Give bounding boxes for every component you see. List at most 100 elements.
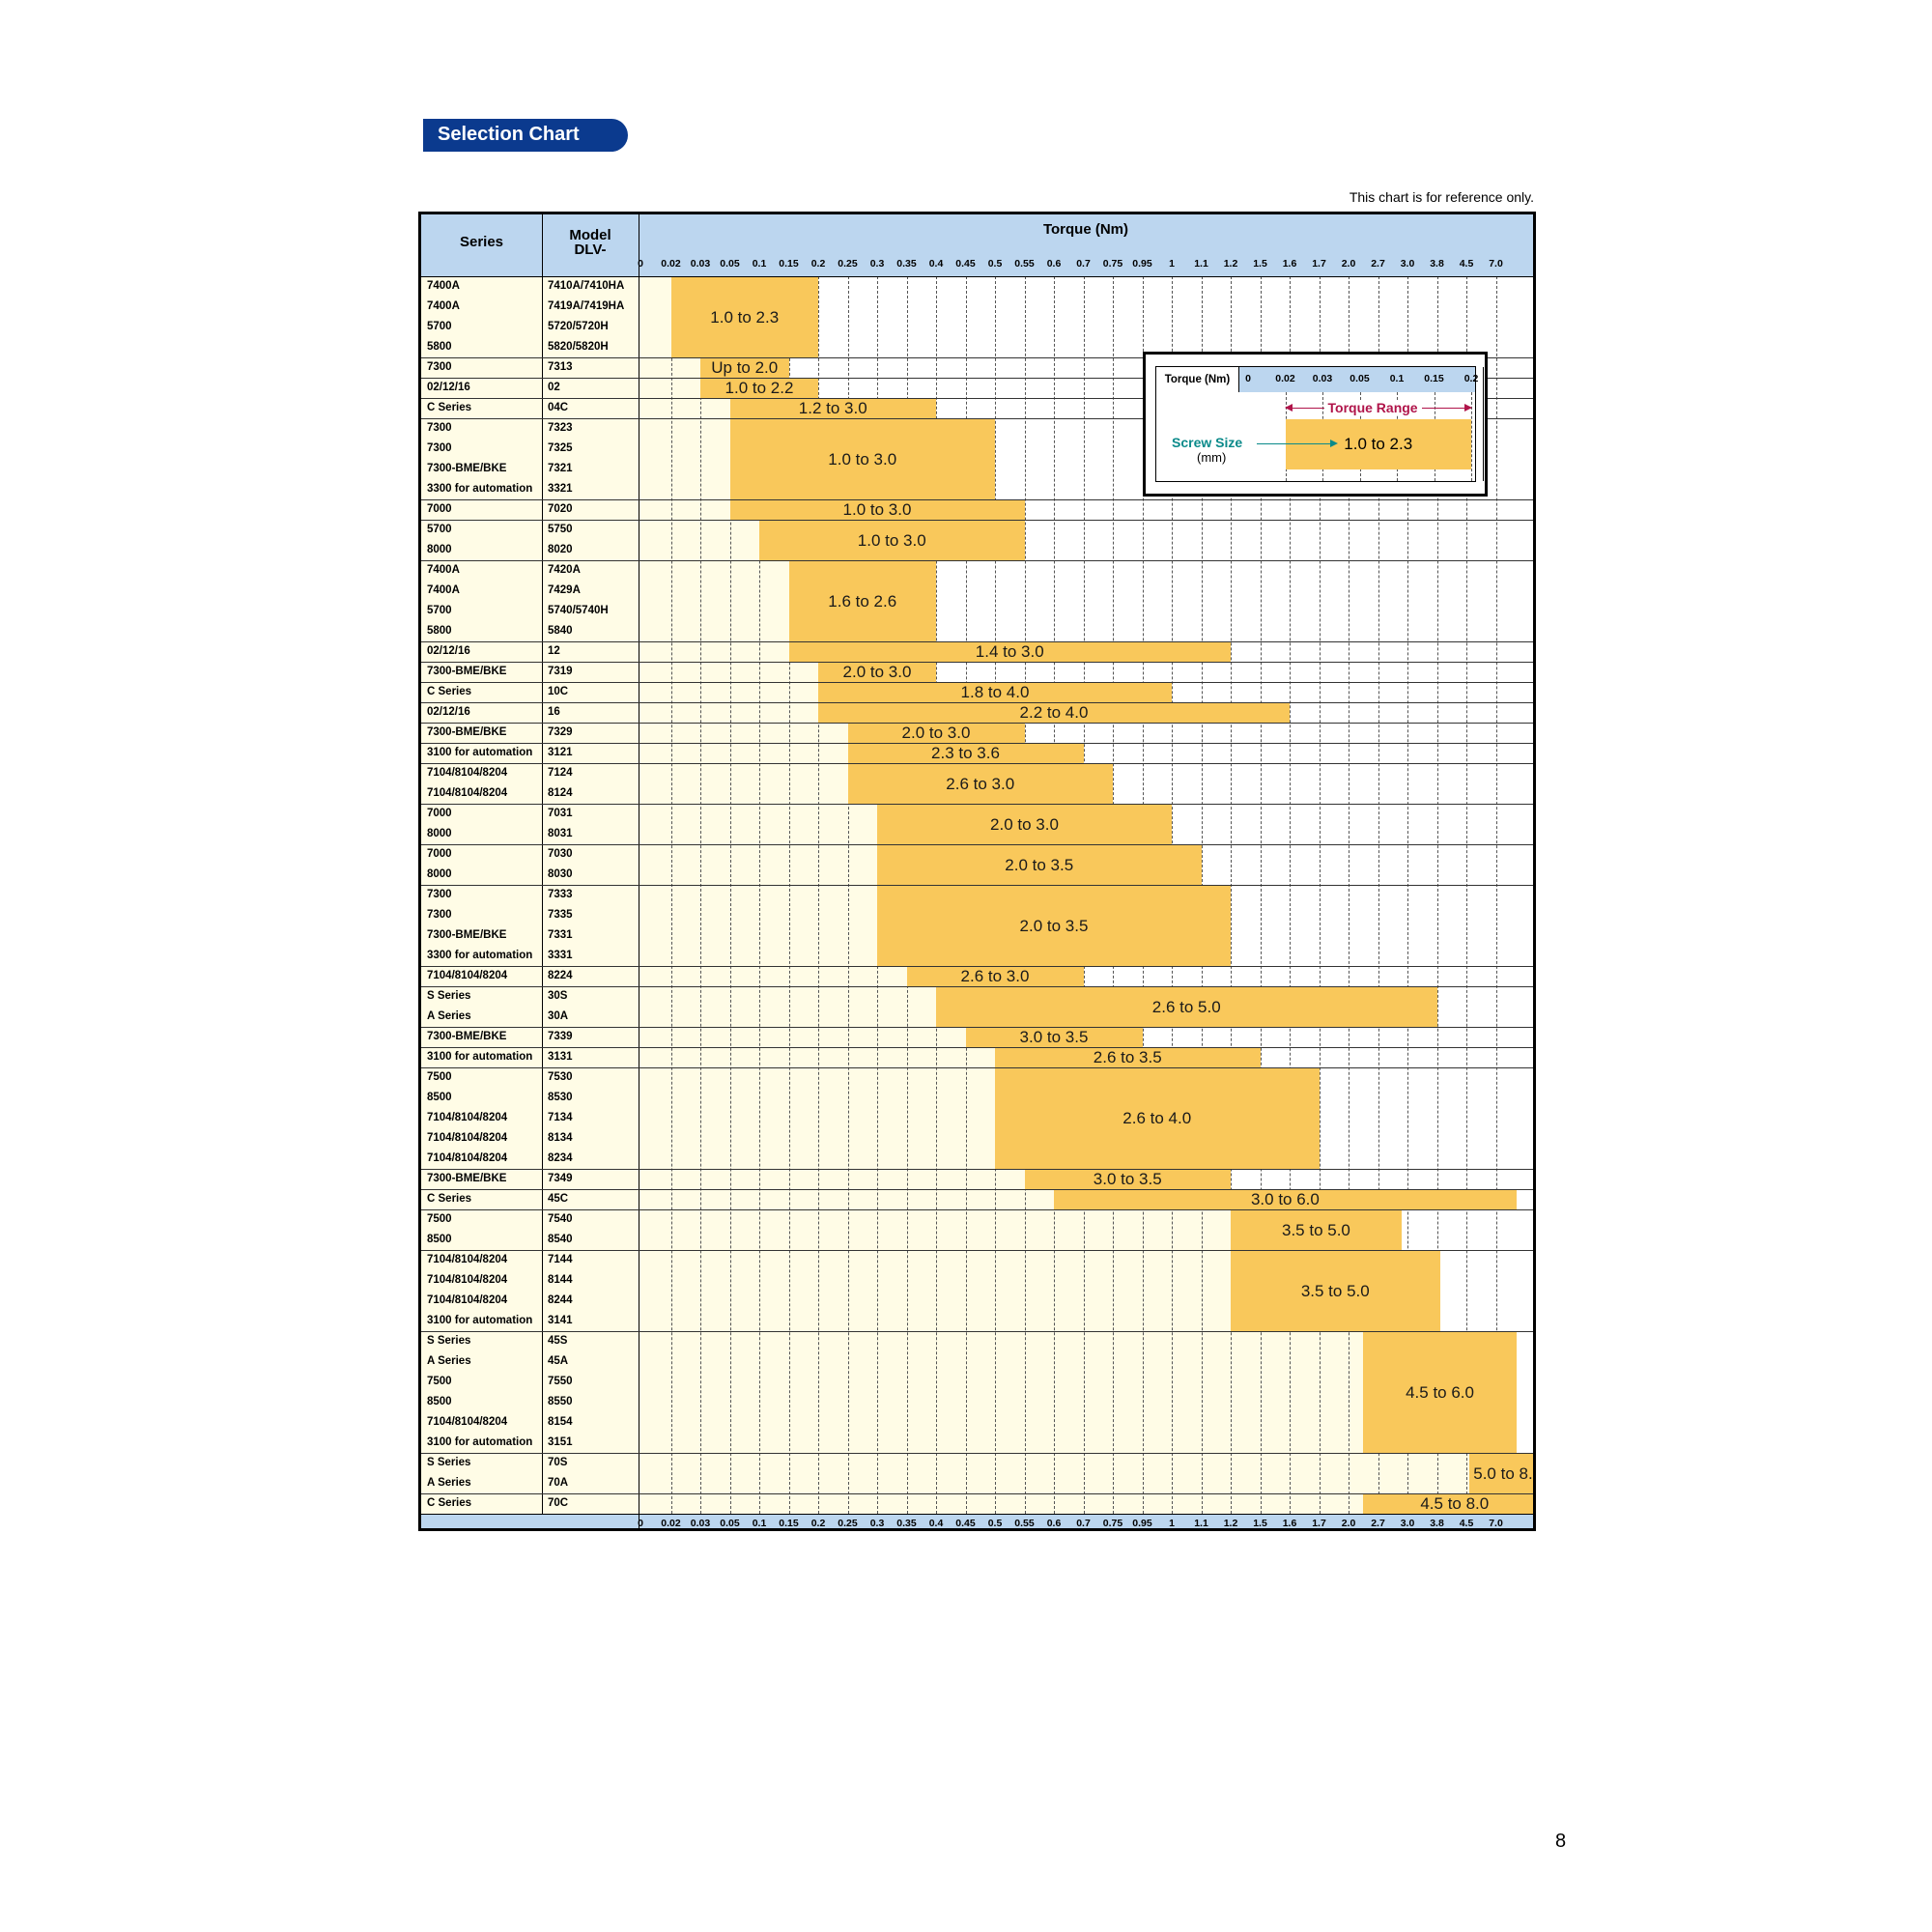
tick-label: 0.5: [987, 1518, 1003, 1529]
tick-label: 0.55: [1014, 1518, 1035, 1529]
tick-label: 0.35: [896, 258, 917, 270]
legend-tick: 0.02: [1275, 373, 1295, 384]
model-cell: 7410A/7410HA: [548, 280, 625, 292]
legend-box: Torque (Nm) 0 0.02 0.03 0.05 0.1 0.15 0.2 Torque…: [1143, 352, 1488, 497]
model-cell: 8234: [548, 1152, 573, 1164]
series-cell: 8500: [427, 1234, 452, 1245]
grid-line: [729, 276, 731, 1514]
tick-label: 0.03: [690, 1518, 711, 1529]
grid-fill: [639, 804, 877, 844]
model-cell: 7313: [548, 361, 573, 373]
grid-fill: [639, 1047, 995, 1067]
tick-label: 0.25: [838, 258, 858, 270]
row-separator: [421, 1453, 1533, 1454]
series-cell: 7104/8104/8204: [427, 1416, 508, 1428]
torque-header: Torque (Nm): [1042, 221, 1129, 238]
row-separator: [421, 702, 1533, 703]
model-cell: 70A: [548, 1477, 569, 1489]
torque-range-bar: 1.4 to 3.0: [788, 642, 1231, 662]
series-cell: 5700: [427, 605, 452, 616]
model-cell: 7124: [548, 767, 573, 779]
torque-range-bar: 1.0 to 2.2: [700, 379, 818, 398]
model-cell: 3321: [548, 483, 573, 495]
tick-label: 1.6: [1282, 1518, 1297, 1529]
model-cell: 45C: [548, 1193, 569, 1205]
tick-label: 0.03: [690, 258, 711, 270]
row-separator: [421, 1250, 1533, 1251]
model-cell: 7333: [548, 889, 573, 900]
screw-size-unit: (mm): [1197, 450, 1227, 465]
model-cell: 5740/5740H: [548, 605, 609, 616]
row-separator: [421, 1209, 1533, 1210]
model-cell: 8031: [548, 828, 573, 839]
tick-label: 4.5: [1459, 1518, 1474, 1529]
model-cell: 12: [548, 645, 560, 657]
row-separator: [421, 743, 1533, 744]
grid-fill: [639, 1169, 1025, 1189]
series-cell: 7300: [427, 361, 452, 373]
header-band: [421, 214, 1533, 276]
row-separator: [421, 986, 1533, 987]
tick-label: 0.02: [661, 1518, 681, 1529]
legend-torque-label: Torque (Nm): [1156, 367, 1239, 392]
section-title: Selection Chart: [438, 124, 580, 145]
row-separator: [421, 885, 1533, 886]
series-cell: 7300-BME/BKE: [427, 1031, 507, 1042]
tick-label: 0.15: [779, 258, 799, 270]
series-cell: 5800: [427, 341, 452, 353]
grid-fill: [639, 378, 700, 398]
model-cell: 70C: [548, 1497, 569, 1509]
tick-label: 0.75: [1102, 258, 1123, 270]
tick-label: 2.0: [1341, 1518, 1356, 1529]
model-cell: 7319: [548, 666, 573, 677]
series-cell: A Series: [427, 1010, 471, 1022]
tick-label: 7.0: [1489, 258, 1503, 270]
tick-label: 0.95: [1132, 1518, 1152, 1529]
row-separator: [421, 966, 1533, 967]
series-cell: 7400A: [427, 280, 460, 292]
model-cell: 8030: [548, 868, 573, 880]
model-cell: 7323: [548, 422, 573, 434]
grid-fill: [639, 1331, 1364, 1453]
tick-label: 0.2: [810, 1518, 826, 1529]
series-cell: 8500: [427, 1396, 452, 1407]
grid-fill: [639, 1027, 966, 1047]
grid-fill: [639, 885, 877, 966]
grid-line: [1466, 276, 1467, 1514]
series-cell: 7300-BME/BKE: [427, 1173, 507, 1184]
model-cell: 7331: [548, 929, 573, 941]
series-cell: 7104/8104/8204: [427, 1112, 508, 1123]
model-cell: 8020: [548, 544, 573, 555]
row-separator: [421, 520, 1533, 521]
row-separator: [421, 804, 1533, 805]
torque-range-bar: 4.5 to 8.0: [1363, 1494, 1533, 1514]
footer-band: [421, 1514, 1533, 1528]
torque-range-bar: 2.6 to 3.0: [847, 764, 1113, 804]
legend-tick: 0.05: [1350, 373, 1370, 384]
page-number: 8: [1555, 1831, 1567, 1852]
series-cell: 8000: [427, 828, 452, 839]
series-cell: 8500: [427, 1092, 452, 1103]
tick-label: 0.02: [661, 258, 681, 270]
model-cell: 7134: [548, 1112, 573, 1123]
torque-range-bar: 2.0 to 3.0: [847, 724, 1025, 743]
tick-label: 1.2: [1223, 258, 1238, 270]
series-cell: 7300-BME/BKE: [427, 666, 507, 677]
column-separator: [542, 214, 543, 1514]
tick-label: 0.45: [955, 258, 976, 270]
tick-label: 0.7: [1076, 1518, 1091, 1529]
model-header: Model DLV-: [569, 227, 611, 258]
grid-fill: [639, 966, 907, 986]
grid-line: [759, 276, 760, 1514]
series-cell: 3100 for automation: [427, 1315, 533, 1326]
legend-grid-line: [1483, 367, 1484, 481]
tick-label: 1.6: [1282, 258, 1297, 270]
arrow-head-right-icon: [1464, 404, 1472, 412]
grid-line: [1349, 276, 1350, 1514]
tick-label: 0.4: [928, 258, 944, 270]
grid-line: [1495, 276, 1497, 1514]
torque-range-bar: 3.5 to 5.0: [1231, 1210, 1402, 1250]
series-cell: 7104/8104/8204: [427, 970, 508, 981]
series-cell: S Series: [427, 1457, 471, 1468]
tick-label: 0.55: [1014, 258, 1035, 270]
